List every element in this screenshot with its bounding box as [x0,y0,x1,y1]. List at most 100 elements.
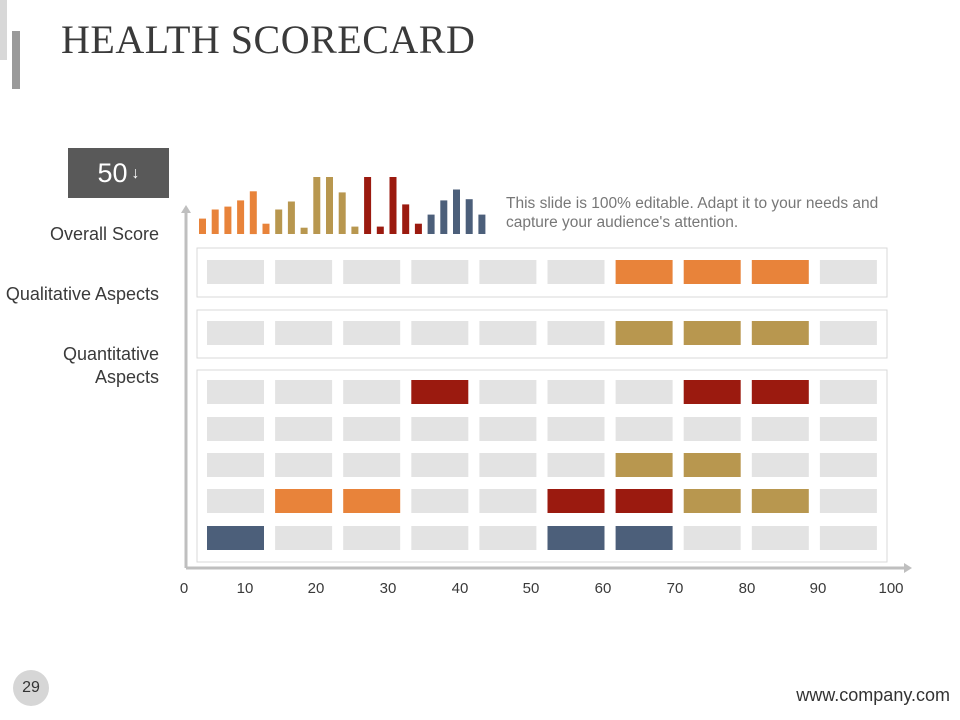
score-cell-g3-r2-c5 [479,417,537,441]
score-cell-g3-r3-c6 [547,453,605,477]
x-tick-label-40: 40 [452,580,469,597]
score-cell-g3-r5-c6 [547,526,605,550]
score-cell-g3-r1-c10 [819,380,877,404]
mini-bar-chart [199,177,486,235]
row-label-overall-score: Overall Score [49,224,159,244]
score-cell-g3-r2-c10 [819,417,877,441]
mini-bar-12 [338,192,346,234]
score-cell-g2-r1-c10 [819,321,877,345]
mini-bar-4 [237,200,245,234]
accent-bar-dark [12,31,20,89]
mini-bar-21 [453,189,460,234]
score-cell-g3-r2-c1 [207,417,264,441]
score-cell-g3-r3-c8 [683,453,741,477]
score-cell-g3-r3-c7 [615,453,673,477]
score-cell-g2-r1-c4 [411,321,469,345]
score-cell-g3-r2-c6 [547,417,605,441]
score-cell-g3-r3-c5 [479,453,537,477]
score-cell-g1-r1-c4 [411,260,469,284]
score-cell-g1-r1-c9 [751,260,809,284]
score-cell-g3-r5-c4 [411,526,469,550]
x-tick-label-30: 30 [380,580,397,597]
score-cell-g3-r4-c5 [479,489,537,513]
score-cell-g3-r3-c10 [819,453,877,477]
footer-url[interactable]: www.company.com [796,685,950,705]
score-cell-g3-r3-c9 [751,453,809,477]
score-cell-g1-r1-c7 [615,260,673,284]
mini-bar-2 [211,209,219,234]
score-cell-g3-r3-c4 [411,453,469,477]
score-box: 50 ↓ [68,148,169,198]
score-cell-g3-r3-c2 [275,453,333,477]
score-cell-g3-r5-c3 [343,526,401,550]
x-tick-label-0: 0 [180,580,188,597]
x-tick-label-60: 60 [595,580,612,597]
score-cell-g2-r1-c9 [751,321,809,345]
x-tick-label-100: 100 [878,580,903,597]
score-cell-g3-r2-c7 [615,417,673,441]
score-cell-g2-r1-c5 [479,321,537,345]
mini-bar-22 [465,199,473,234]
score-cell-g3-r2-c9 [751,417,809,441]
mini-bar-3 [224,206,232,234]
scorecard-panels [196,247,888,563]
x-axis-ticks: 0 10 20 30 40 50 60 70 80 90 100 [180,580,904,597]
score-cell-g2-r1-c8 [683,321,741,345]
mini-bar-6 [262,223,270,234]
score-cell-g1-r1-c8 [683,260,741,284]
score-cell-g2-r1-c1 [207,321,264,345]
score-value: 50 [97,157,128,188]
score-cell-g3-r4-c7 [615,489,673,513]
score-cell-g3-r4-c3 [343,489,401,513]
score-cell-g3-r1-c9 [751,380,809,404]
description-text: This slide is 100% editable. Adapt it to… [506,195,879,231]
score-cell-g3-r5-c9 [751,526,809,550]
page-number: 29 [13,670,49,706]
x-axis-arrow [904,563,912,573]
mini-bar-10 [313,177,321,234]
row-label-quantitative: Quantitative Aspects [62,344,159,387]
score-cell-g3-r1-c1 [207,380,264,404]
score-cell-g3-r2-c8 [683,417,741,441]
page-title: HEALTH SCORECARD [61,17,476,62]
score-cell-g3-r2-c3 [343,417,401,441]
score-cell-g2-r1-c6 [547,321,605,345]
score-cell-g2-r1-c3 [343,321,401,345]
score-cell-g1-r1-c10 [819,260,877,284]
accent-bar-light [0,0,7,60]
mini-bar-5 [249,191,257,235]
x-tick-label-20: 20 [308,580,325,597]
mini-bar-20 [440,200,448,234]
score-cell-g3-r1-c8 [683,380,741,404]
score-cell-g3-r5-c5 [479,526,537,550]
score-cell-g1-r1-c5 [479,260,537,284]
x-tick-label-90: 90 [810,580,827,597]
score-cell-g2-r1-c2 [275,321,333,345]
y-axis-arrow [181,205,191,213]
mini-bar-7 [275,209,283,234]
score-cell-g3-r1-c5 [479,380,537,404]
x-tick-label-70: 70 [667,580,684,597]
score-cell-g3-r3-c1 [207,453,264,477]
score-cell-g3-r4-c4 [411,489,469,513]
score-cell-g3-r5-c2 [275,526,333,550]
mini-bar-23 [478,214,486,234]
score-cell-g1-r1-c1 [207,260,264,284]
score-cell-g3-r2-c2 [275,417,333,441]
score-cell-g3-r1-c4 [411,380,469,404]
score-cell-g3-r1-c7 [615,380,673,404]
score-cell-g3-r4-c10 [819,489,877,513]
mini-bar-15 [376,226,384,234]
mini-bar-19 [427,214,435,234]
mini-bar-9 [300,227,308,234]
mini-bar-17 [402,204,410,234]
score-cell-g3-r4-c2 [275,489,333,513]
score-cell-g1-r1-c3 [343,260,401,284]
mini-bar-16 [389,177,397,234]
score-cell-g3-r4-c6 [547,489,605,513]
score-cell-g3-r1-c2 [275,380,333,404]
score-cell-g3-r2-c4 [411,417,469,441]
score-cell-g3-r5-c1 [207,526,264,550]
score-cell-g3-r1-c6 [547,380,605,404]
